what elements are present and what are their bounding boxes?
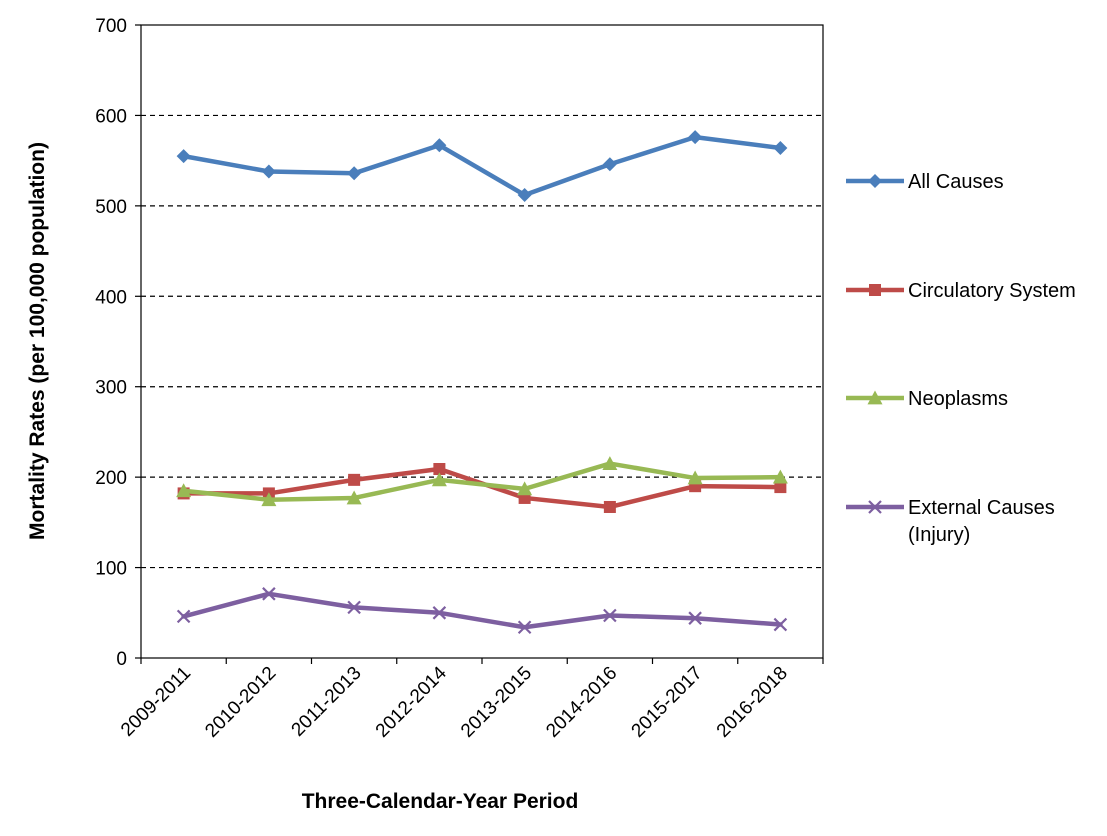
legend-swatch-marker bbox=[868, 500, 882, 514]
x-tick-label: 2016-2018 bbox=[713, 663, 792, 742]
data-point-marker bbox=[347, 166, 362, 181]
data-point-marker bbox=[348, 473, 361, 486]
data-point-marker bbox=[688, 130, 703, 145]
data-point-marker bbox=[517, 620, 532, 635]
legend-label: Circulatory System bbox=[908, 280, 1076, 302]
x-tick-label: 2011-2013 bbox=[288, 663, 366, 741]
data-point-marker bbox=[346, 490, 362, 505]
series-line bbox=[181, 461, 783, 502]
series-neoplasms bbox=[176, 456, 788, 507]
legend: All Causes Circulatory System Neoplasms Ext… bbox=[846, 171, 1076, 546]
y-tick-label: 0 bbox=[116, 649, 127, 670]
legend-label: Neoplasms bbox=[908, 388, 1008, 410]
data-point-marker bbox=[602, 456, 618, 470]
data-point-marker bbox=[603, 500, 616, 513]
series-line bbox=[181, 591, 783, 630]
x-tick-label: 2010-2012 bbox=[201, 663, 280, 742]
data-point-marker bbox=[517, 481, 533, 496]
data-point-marker bbox=[603, 608, 617, 623]
data-point-marker bbox=[176, 483, 192, 498]
data-point-marker bbox=[433, 463, 446, 476]
y-tick-label: 200 bbox=[95, 468, 127, 489]
data-point-marker bbox=[774, 481, 787, 494]
x-tick-label: 2015-2017 bbox=[628, 663, 707, 742]
data-point-marker bbox=[688, 611, 702, 625]
data-point-marker bbox=[347, 600, 361, 615]
data-point-marker bbox=[517, 188, 532, 203]
x-tick-label: 2013-2015 bbox=[457, 663, 536, 742]
legend-swatch-marker bbox=[867, 390, 883, 405]
series-lines bbox=[176, 130, 788, 635]
data-point-marker bbox=[687, 470, 703, 485]
data-point-marker bbox=[431, 472, 447, 487]
y-tick-label: 100 bbox=[95, 559, 127, 580]
y-tick-label: 600 bbox=[95, 106, 127, 127]
data-point-marker bbox=[261, 164, 276, 179]
x-tick-label: 2009-2011 bbox=[117, 663, 195, 741]
x-tick-label: 2014-2016 bbox=[542, 663, 621, 742]
series-line bbox=[181, 134, 783, 198]
y-axis-ticks: 0 100 200 300 400 500 600 700 bbox=[95, 16, 141, 670]
data-point-marker bbox=[176, 609, 191, 624]
data-point-marker bbox=[773, 140, 788, 155]
series-all-causes bbox=[176, 130, 788, 203]
plot-area bbox=[140, 24, 824, 659]
x-tick-label: 2012-2014 bbox=[372, 662, 451, 741]
data-point-marker bbox=[176, 149, 191, 164]
legend-swatch-marker bbox=[869, 284, 881, 296]
data-point-marker bbox=[602, 157, 617, 172]
data-point-marker bbox=[432, 606, 447, 620]
x-axis-ticks: 2009-2011 2010-2012 2011-2013 2012-2014 2013… bbox=[117, 658, 824, 742]
legend-swatch-marker bbox=[868, 174, 882, 188]
legend-label: All Causes bbox=[908, 171, 1004, 193]
y-tick-label: 700 bbox=[95, 16, 127, 37]
legend-item: External Causes (Injury) bbox=[846, 497, 1055, 546]
legend-label: (Injury) bbox=[908, 524, 970, 546]
series-external-causes-injury bbox=[176, 587, 788, 635]
x-axis-title: Three-Calendar-Year Period bbox=[302, 790, 579, 813]
legend-item: Neoplasms bbox=[846, 388, 1008, 410]
gridlines bbox=[141, 114, 823, 569]
y-tick-label: 400 bbox=[95, 287, 127, 308]
legend-item: All Causes bbox=[846, 171, 1004, 193]
legend-label: External Causes bbox=[908, 497, 1055, 519]
data-point-marker bbox=[432, 138, 447, 153]
y-axis-title: Mortality Rates (per 100,000 population) bbox=[26, 142, 49, 540]
data-point-marker bbox=[773, 617, 788, 632]
data-point-marker bbox=[262, 587, 276, 601]
data-point-marker bbox=[772, 469, 788, 484]
data-point-marker bbox=[261, 492, 277, 507]
y-tick-label: 500 bbox=[95, 197, 127, 218]
legend-item: Circulatory System bbox=[846, 280, 1076, 302]
y-tick-label: 300 bbox=[95, 378, 127, 399]
